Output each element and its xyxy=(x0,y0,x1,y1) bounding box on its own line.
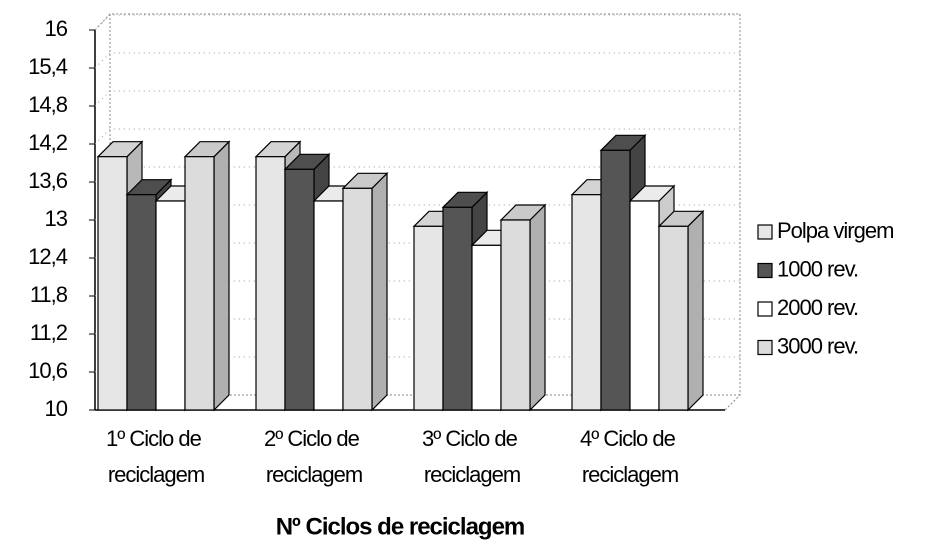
bar xyxy=(571,194,602,411)
y-tick-label: 13 xyxy=(45,206,68,231)
bar-side xyxy=(371,171,388,412)
x-tick-label: 4º Ciclo de reciclagem xyxy=(580,426,680,487)
bar xyxy=(600,149,631,411)
bar xyxy=(471,244,502,411)
legend-swatch xyxy=(757,262,773,279)
x-axis-title: Nº Ciclos de reciclagem xyxy=(276,513,525,540)
y-tick-label: 10 xyxy=(45,396,68,421)
legend-swatch xyxy=(757,224,773,240)
y-tick-label: 15,4 xyxy=(28,54,68,79)
bar xyxy=(126,194,157,411)
y-tick-label: 14,8 xyxy=(28,92,68,117)
bar xyxy=(629,200,660,411)
bar xyxy=(442,206,473,411)
bar xyxy=(284,168,315,411)
bar xyxy=(255,156,286,411)
y-tick-label: 16 xyxy=(45,16,68,41)
bar xyxy=(500,219,531,411)
y-tick-label: 12,4 xyxy=(28,244,68,269)
y-tick-label: 10,6 xyxy=(28,358,68,383)
legend-label: 1000 rev. xyxy=(777,256,858,281)
bar xyxy=(155,200,186,411)
bar xyxy=(658,225,689,411)
bar-side xyxy=(529,203,546,412)
y-tick-label: 13,6 xyxy=(28,168,68,193)
legend-swatch xyxy=(757,301,773,317)
bar xyxy=(413,225,444,411)
legend-swatch xyxy=(757,339,773,356)
x-tick-label: 3º Ciclo de reciclagem xyxy=(422,426,522,487)
legend-label: 3000 rev. xyxy=(777,333,858,358)
x-tick-label: 2º Ciclo de reciclagem xyxy=(264,426,364,487)
bar-side xyxy=(213,140,230,412)
x-tick-label: 1º Ciclo de reciclagem xyxy=(106,426,206,487)
y-tick-label: 11,2 xyxy=(30,320,68,345)
bar xyxy=(97,156,128,411)
legend-label: 2000 rev. xyxy=(777,295,858,320)
bar-side xyxy=(687,209,704,412)
bar xyxy=(342,187,373,411)
bar xyxy=(184,156,215,411)
legend-label: Polpa virgem xyxy=(777,218,893,243)
y-tick-label: 14,2 xyxy=(28,130,68,155)
y-tick-label: 11,8 xyxy=(30,282,68,307)
bar xyxy=(313,200,344,411)
